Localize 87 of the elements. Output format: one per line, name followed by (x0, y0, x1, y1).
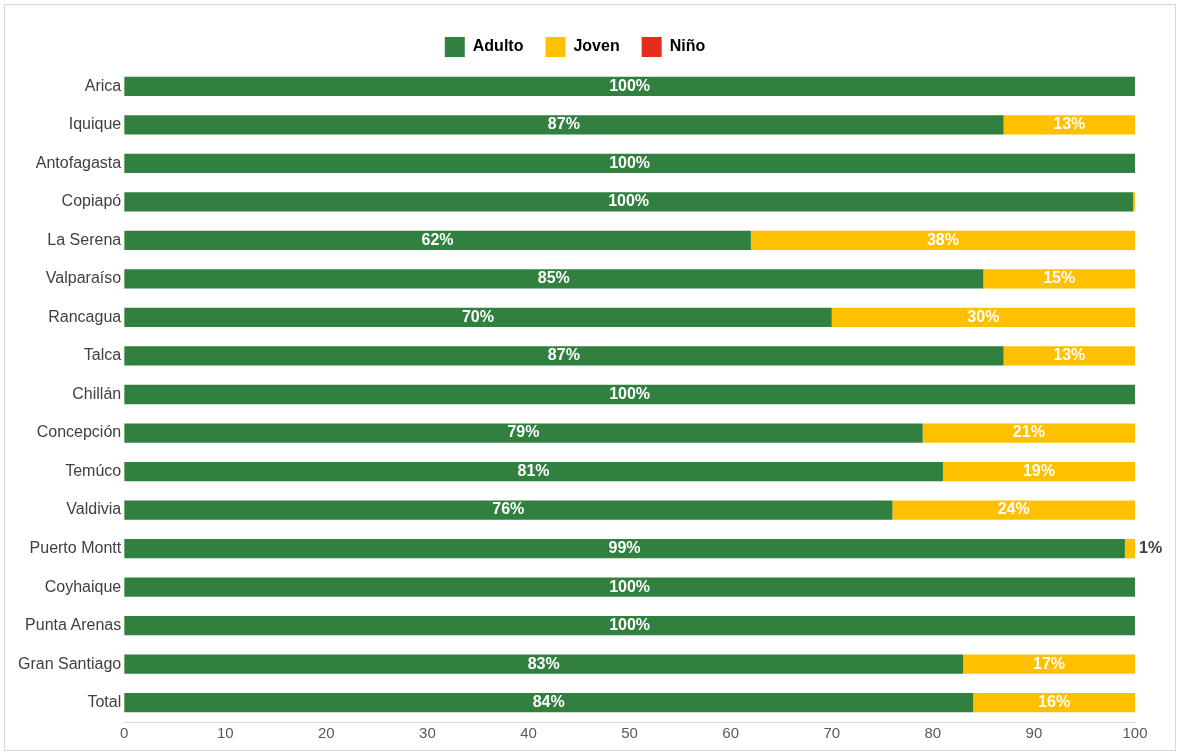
data-label: 100% (609, 616, 651, 634)
data-label: 38% (926, 230, 959, 248)
x-tick-label: 80 (924, 724, 942, 742)
data-label: 17% (1033, 654, 1066, 672)
y-tick-label: Valdivia (66, 500, 122, 518)
bar (124, 616, 1135, 636)
bar (1003, 346, 1135, 366)
y-tick-label: Total (87, 693, 122, 711)
bar (124, 115, 1004, 135)
data-label: 15% (1043, 269, 1076, 287)
bar (973, 693, 1135, 713)
legend-label: Niño (669, 37, 706, 55)
data-label: 83% (527, 654, 560, 672)
x-tick-label: 50 (621, 724, 638, 742)
bar (983, 269, 1135, 289)
data-label: 30% (967, 307, 1000, 325)
x-tick-label: 60 (722, 724, 740, 742)
data-label: 84% (532, 693, 565, 711)
data-label: 13% (1053, 346, 1086, 364)
y-tick-label: Chillán (72, 384, 122, 402)
legend-label: Adulto (472, 37, 524, 55)
bar (124, 346, 1004, 366)
bar (124, 269, 984, 289)
bar (124, 384, 1135, 405)
y-tick-label: Talca (83, 346, 122, 364)
x-tick-label: 90 (1025, 724, 1043, 742)
data-label: 16% (1038, 693, 1071, 711)
data-label: 76% (492, 500, 525, 518)
bar (124, 153, 1135, 173)
data-label: 100% (609, 153, 651, 171)
bar (750, 230, 1135, 251)
bar (124, 230, 751, 251)
y-tick-label: Temúco (65, 461, 122, 479)
bar (1132, 192, 1135, 212)
bar (124, 307, 832, 328)
data-label: 81% (517, 461, 550, 479)
bar (124, 76, 1135, 96)
data-label: 87% (547, 346, 580, 364)
bar (124, 577, 1135, 597)
bar (124, 461, 943, 482)
data-label: 62% (421, 230, 454, 248)
data-label: 100% (609, 76, 651, 94)
y-tick-label: Gran Santiago (17, 654, 122, 672)
bar (124, 538, 1125, 559)
data-label: 19% (1022, 461, 1055, 479)
bar (124, 192, 1133, 212)
data-label: 70% (461, 307, 494, 325)
x-tick-label: 10 (216, 724, 234, 742)
bar (942, 461, 1135, 482)
data-label: 100% (608, 192, 650, 210)
data-label: 100% (609, 577, 651, 595)
data-label: 21% (1012, 423, 1045, 441)
bar (1124, 538, 1135, 559)
data-label: 99% (608, 539, 641, 557)
data-label: 24% (997, 500, 1030, 518)
bar (963, 654, 1135, 674)
bar (124, 693, 974, 713)
bar (892, 500, 1135, 520)
x-tick-label: 0 (120, 724, 129, 742)
y-tick-label: Concepción (36, 423, 122, 441)
y-tick-label: Copiapó (61, 192, 122, 210)
x-tick-label: 20 (318, 724, 335, 742)
data-label: 1% (1139, 539, 1163, 557)
y-tick-label: Antofagasta (35, 153, 122, 171)
y-tick-label: La Serena (47, 230, 122, 248)
bar (922, 423, 1135, 443)
y-tick-label: Valparaíso (45, 269, 122, 287)
data-label: 100% (609, 384, 651, 402)
y-tick-label: Coyhaique (44, 577, 122, 595)
data-label: 79% (507, 423, 540, 441)
bar (124, 423, 923, 443)
bar (124, 500, 893, 520)
x-tick-label: 70 (823, 724, 841, 742)
legend-label: Joven (573, 37, 620, 55)
y-tick-label: Punta Arenas (25, 616, 122, 634)
data-label: 85% (537, 269, 570, 287)
y-tick-label: Arica (84, 76, 122, 94)
data-label: 87% (547, 115, 580, 133)
y-tick-label: Iquique (68, 115, 122, 133)
x-tick-label: 30 (419, 724, 436, 742)
bar (124, 654, 964, 674)
x-tick-label: 40 (520, 724, 537, 742)
y-tick-label: Puerto Montt (29, 539, 122, 557)
y-tick-label: Rancagua (48, 307, 122, 325)
bar (831, 307, 1135, 328)
data-label: 13% (1053, 115, 1086, 133)
x-tick-label: 100 (1122, 724, 1148, 742)
